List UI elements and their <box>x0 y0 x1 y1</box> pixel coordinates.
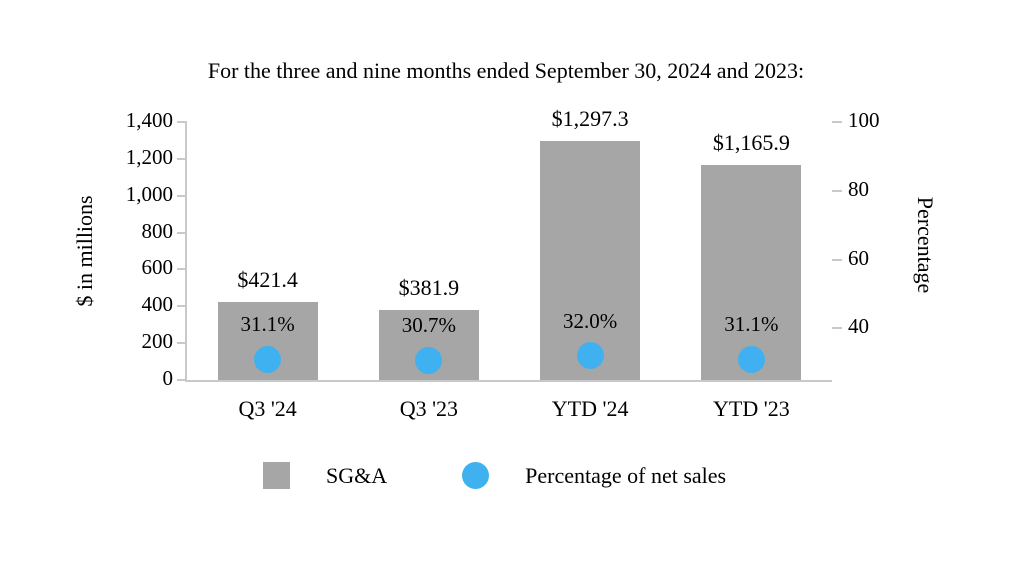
left-axis-tick-mark <box>177 305 187 308</box>
category-label: Q3 '23 <box>399 396 459 421</box>
left-axis-tick-mark <box>177 194 187 197</box>
bar-value-label: $381.9 <box>398 274 460 300</box>
sgna-bar <box>701 165 802 380</box>
bar-value-label: $1,165.9 <box>712 130 790 156</box>
right-axis-tick-mark <box>832 258 842 261</box>
percentage-dot <box>254 345 282 373</box>
category-label: Q3 '24 <box>238 396 297 421</box>
percentage-dot <box>415 346 443 374</box>
left-axis-tick-label: 800 <box>141 218 174 243</box>
left-axis-tick-label: 400 <box>141 292 174 317</box>
left-axis-tick-label: 1,400 <box>125 108 173 132</box>
left-axis-tick-label: 0 <box>162 366 174 390</box>
right-axis-tick-mark <box>832 189 842 192</box>
right-axis-tick-label: 80 <box>848 176 869 201</box>
right-axis-tick-label: 60 <box>848 245 869 270</box>
right-axis-tick-label: 40 <box>848 314 869 339</box>
sgna-legend-swatch <box>263 462 290 489</box>
percentage-legend-swatch <box>462 462 490 489</box>
left-axis-tick-mark <box>177 231 187 234</box>
chart-title: For the three and nine months ended Sept… <box>207 58 805 83</box>
plot-area: 1,400 1,200 1,000 800 600 400 200 0 100 80 60 40 $42… <box>126 106 880 421</box>
left-axis-tick-mark <box>177 157 187 160</box>
left-axis-tick-mark <box>177 342 187 345</box>
percentage-label: 32.0% <box>563 308 618 333</box>
right-axis-tick-mark <box>832 327 842 330</box>
left-axis-title: $ in millions <box>72 195 97 307</box>
bar-value-label: $1,297.3 <box>551 105 629 131</box>
left-axis-tick-mark <box>177 121 187 123</box>
legend: SG&A Percentage of net sales <box>263 462 726 489</box>
percentage-dot <box>576 342 604 370</box>
right-axis-tick-label: 100 <box>848 108 880 132</box>
left-axis-tick-label: 1,000 <box>125 181 173 206</box>
left-axis-tick-mark <box>177 268 187 271</box>
percentage-label: 31.1% <box>240 312 295 337</box>
left-axis-tick-label: 1,200 <box>125 144 173 169</box>
left-axis-tick-label: 600 <box>141 255 174 280</box>
percentage-label: 30.7% <box>401 313 456 338</box>
category-label: YTD '24 <box>551 396 629 421</box>
percentage-label: 31.1% <box>724 312 779 337</box>
sgna-bar <box>540 140 641 380</box>
right-axis-tick-mark <box>832 121 842 123</box>
bar-value-label: $421.4 <box>237 267 298 293</box>
percentage-dot <box>737 345 765 373</box>
left-axis-tick-mark <box>177 379 187 381</box>
category-label: YTD '23 <box>713 396 790 421</box>
legend-label-percentage: Percentage of net sales <box>525 462 727 488</box>
legend-label-sgna: SG&A <box>326 462 388 488</box>
left-axis-tick-label: 200 <box>141 329 174 354</box>
